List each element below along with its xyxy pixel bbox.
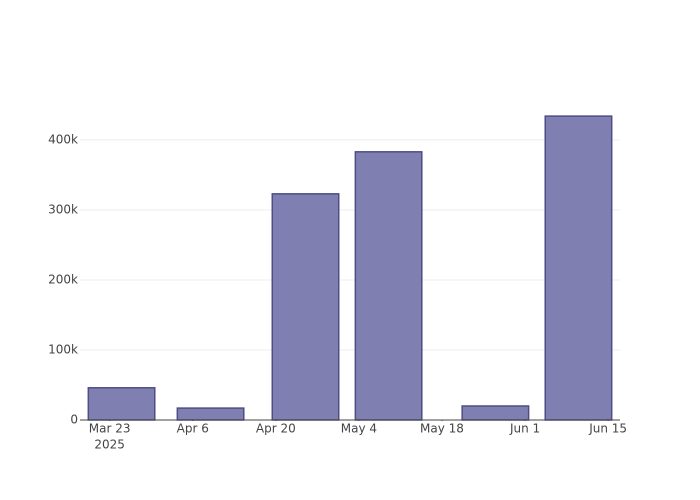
x-tick-label: May 18 <box>420 422 464 436</box>
bar <box>544 115 613 421</box>
y-tick-label: 400k <box>48 132 78 146</box>
x-tick-label: Apr 20 <box>256 422 296 436</box>
y-tick-label: 100k <box>48 342 78 356</box>
y-tick-label: 0 <box>70 413 78 427</box>
x-tick-label: Apr 6 <box>177 422 209 436</box>
x-tick-label: Jun 1 <box>509 422 540 436</box>
x-tick-label: Jun 15 <box>588 422 627 436</box>
x-tick-label: Mar 23 <box>89 422 131 436</box>
y-tick-label: 300k <box>48 202 78 216</box>
x-tick-label: May 4 <box>341 422 377 436</box>
bar <box>176 407 245 421</box>
bar <box>87 387 156 421</box>
y-tick-label: 200k <box>48 272 78 286</box>
bar <box>354 151 423 421</box>
x-axis-year: 2025 <box>94 438 125 452</box>
bar <box>461 405 530 421</box>
bar <box>271 193 340 421</box>
